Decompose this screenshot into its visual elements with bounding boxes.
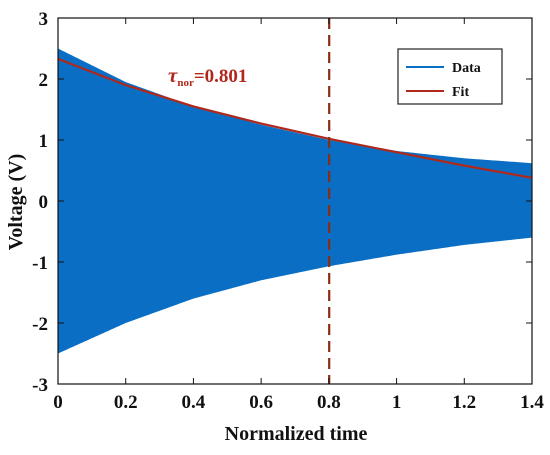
tau-symbol: τ xyxy=(168,63,178,87)
x-axis-label: Normalized time xyxy=(225,423,368,445)
tau-annotation: τnor=0.801 xyxy=(168,63,247,89)
x-tick-label-1: 1 xyxy=(392,392,402,413)
y-tick-label-2: 2 xyxy=(39,70,49,91)
y-tick-label--2: -2 xyxy=(32,314,48,335)
y-tick-label-0: 0 xyxy=(39,192,49,213)
y-axis-label: Voltage (V) xyxy=(5,154,27,250)
x-tick-label-0.4: 0.4 xyxy=(182,392,206,413)
plot-layer xyxy=(57,18,533,384)
x-tick-label-0.8: 0.8 xyxy=(317,392,341,413)
fit-series-line xyxy=(57,57,533,179)
y-tick-label--3: -3 xyxy=(32,375,48,396)
legend: Data Fit xyxy=(397,48,503,105)
legend-label-data: Data xyxy=(452,61,481,76)
legend-label-fit: Fit xyxy=(452,85,469,100)
legend-box xyxy=(397,48,503,105)
x-tick-label-1.2: 1.2 xyxy=(452,392,476,413)
tau-subscript: nor xyxy=(177,77,194,89)
data-series-envelope xyxy=(58,48,532,354)
axes-layer: 0 0.2 0.4 0.6 0.8 1 1.2 1.4 -3 -2 -1 0 1 2 3 xyxy=(32,9,544,413)
y-tick-label-3: 3 xyxy=(39,9,49,30)
x-tick-label-0.6: 0.6 xyxy=(249,392,273,413)
y-tick-label-1: 1 xyxy=(39,131,49,152)
y-tick-label--1: -1 xyxy=(32,253,48,274)
x-tick-label-0.2: 0.2 xyxy=(114,392,138,413)
tau-value: =0.801 xyxy=(194,66,248,87)
x-tick-label-0: 0 xyxy=(53,392,63,413)
x-tick-label-1.4: 1.4 xyxy=(520,392,544,413)
